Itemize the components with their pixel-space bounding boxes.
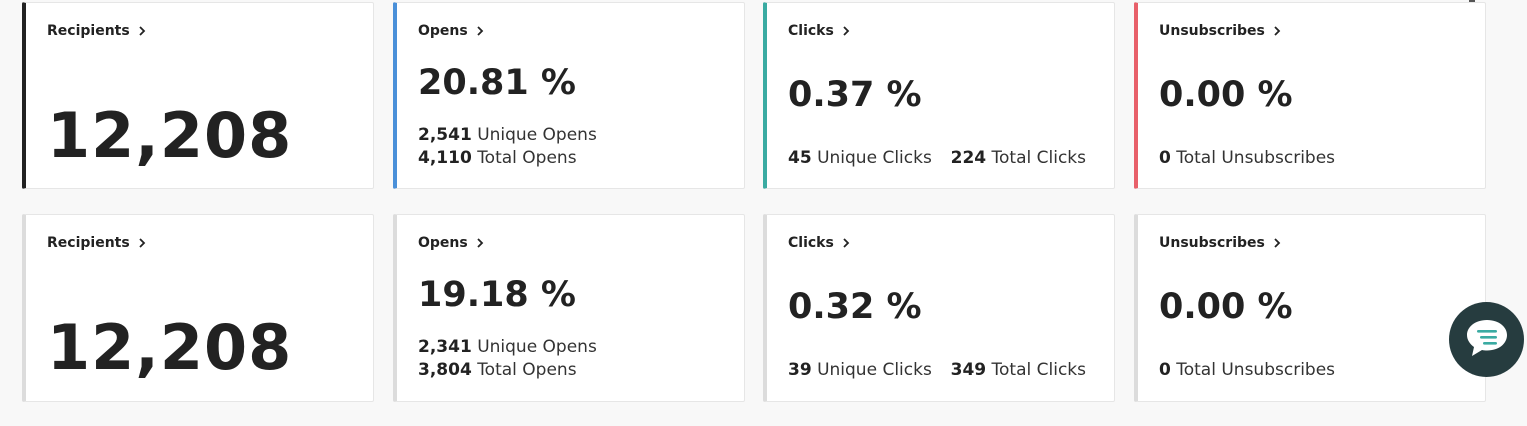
chat-bubble-icon [1463, 316, 1511, 364]
chevron-right-icon [1273, 26, 1281, 36]
clicks-title-link-2[interactable]: Clicks [788, 235, 850, 251]
opens-title: Opens [418, 23, 468, 39]
unique-clicks-count: 45 [788, 148, 812, 168]
unique-clicks-label: Unique Clicks [817, 148, 932, 168]
total-unsubscribes-count: 0 [1159, 360, 1171, 380]
recipients-value: 12,208 [47, 99, 293, 172]
unique-opens-count: 2,541 [418, 125, 472, 145]
recipients-title-link-1[interactable]: Recipients [47, 23, 146, 39]
total-opens-count: 4,110 [418, 148, 472, 168]
clicks-title: Clicks [788, 235, 834, 251]
unique-opens-label: Unique Opens [477, 337, 597, 357]
total-opens-line: 3,804 Total Opens [418, 360, 577, 380]
chevron-right-icon [842, 26, 850, 36]
unsubscribes-title: Unsubscribes [1159, 23, 1265, 39]
recipients-card-1: Recipients 12,208 [22, 2, 374, 189]
total-opens-label: Total Opens [477, 360, 577, 380]
unsubscribes-card-2: Unsubscribes 0.00 % 0 Total Unsubscribes [1134, 214, 1486, 402]
clicks-title: Clicks [788, 23, 834, 39]
total-clicks-count: 224 [950, 148, 987, 168]
opens-title-link-1[interactable]: Opens [418, 23, 484, 39]
unsubscribes-title-link-2[interactable]: Unsubscribes [1159, 235, 1281, 251]
chat-launcher-button[interactable] [1449, 302, 1524, 377]
total-unsubscribes-label: Total Unsubscribes [1176, 360, 1336, 380]
unique-opens-line: 2,341 Unique Opens [418, 337, 597, 357]
unique-opens-line: 2,541 Unique Opens [418, 125, 597, 145]
clicks-card-1: Clicks 0.37 % 45 Unique Clicks 224 Total… [763, 2, 1115, 189]
clicks-card-2: Clicks 0.32 % 39 Unique Clicks 349 Total… [763, 214, 1115, 402]
total-clicks-label: Total Clicks [991, 148, 1087, 168]
opens-percent: 19.18 % [418, 275, 576, 315]
total-opens-count: 3,804 [418, 360, 472, 380]
unique-opens-label: Unique Opens [477, 125, 597, 145]
chevron-right-icon [138, 238, 146, 248]
unique-clicks-label: Unique Clicks [817, 360, 932, 380]
opens-card-1: Opens 20.81 % 2,541 Unique Opens 4,110 T… [393, 2, 745, 189]
corner-marker [1469, 0, 1475, 3]
chevron-right-icon [842, 238, 850, 248]
recipients-title: Recipients [47, 235, 130, 251]
total-opens-label: Total Opens [477, 148, 577, 168]
recipients-title-link-2[interactable]: Recipients [47, 235, 146, 251]
clicks-title-link-1[interactable]: Clicks [788, 23, 850, 39]
clicks-percent: 0.37 % [788, 75, 922, 115]
unsubscribes-stats-line: 0 Total Unsubscribes [1159, 360, 1335, 380]
opens-title-link-2[interactable]: Opens [418, 235, 484, 251]
total-clicks-label: Total Clicks [991, 360, 1087, 380]
total-unsubscribes-count: 0 [1159, 148, 1171, 168]
chevron-right-icon [476, 238, 484, 248]
chevron-right-icon [476, 26, 484, 36]
clicks-stats-line: 39 Unique Clicks 349 Total Clicks [788, 360, 1086, 380]
unsubscribes-title-link-1[interactable]: Unsubscribes [1159, 23, 1281, 39]
opens-title: Opens [418, 235, 468, 251]
unsubscribes-card-1: Unsubscribes 0.00 % 0 Total Unsubscribes [1134, 2, 1486, 189]
chevron-right-icon [138, 26, 146, 36]
unique-clicks-count: 39 [788, 360, 812, 380]
total-opens-line: 4,110 Total Opens [418, 148, 577, 168]
recipients-card-2: Recipients 12,208 [22, 214, 374, 402]
unsubscribes-stats-line: 0 Total Unsubscribes [1159, 148, 1335, 168]
unique-opens-count: 2,341 [418, 337, 472, 357]
total-unsubscribes-label: Total Unsubscribes [1176, 148, 1336, 168]
clicks-stats-line: 45 Unique Clicks 224 Total Clicks [788, 148, 1086, 168]
total-clicks-count: 349 [950, 360, 987, 380]
opens-card-2: Opens 19.18 % 2,341 Unique Opens 3,804 T… [393, 214, 745, 402]
opens-percent: 20.81 % [418, 63, 576, 103]
unsubscribes-title: Unsubscribes [1159, 235, 1265, 251]
recipients-title: Recipients [47, 23, 130, 39]
recipients-value: 12,208 [47, 311, 293, 384]
unsubscribes-percent: 0.00 % [1159, 75, 1293, 115]
chevron-right-icon [1273, 238, 1281, 248]
clicks-percent: 0.32 % [788, 287, 922, 327]
unsubscribes-percent: 0.00 % [1159, 287, 1293, 327]
